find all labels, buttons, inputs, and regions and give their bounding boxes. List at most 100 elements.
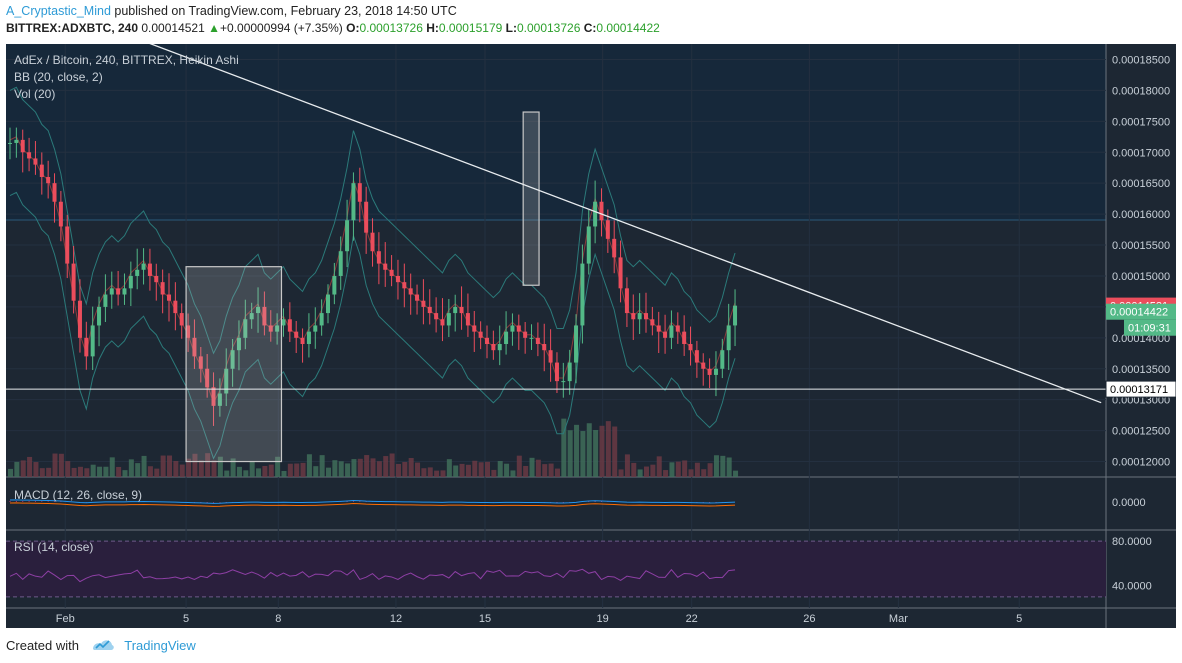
candle-body xyxy=(408,288,413,295)
volume-bar xyxy=(593,429,599,477)
volume-bar xyxy=(478,462,484,477)
volume-bar xyxy=(249,461,255,477)
vol-legend: Vol (20) xyxy=(14,87,55,101)
candle-body xyxy=(618,257,623,289)
volume-bar xyxy=(701,469,707,477)
volume-bar xyxy=(300,462,306,477)
volume-bar xyxy=(135,463,141,477)
candle-body xyxy=(586,226,591,264)
rsi-legend: RSI (14, close) xyxy=(14,540,93,554)
volume-bar xyxy=(688,469,694,477)
annotation-boxes[interactable] xyxy=(185,111,540,463)
created-with-label: Created with xyxy=(6,638,79,653)
volume-bar xyxy=(14,461,20,477)
candle-body xyxy=(345,220,350,252)
time-tick-label: 5 xyxy=(183,613,189,625)
candle-body xyxy=(338,251,343,276)
candle-body xyxy=(516,325,521,332)
candle-body xyxy=(268,325,273,332)
volume-bar xyxy=(357,458,363,477)
descending-trendline xyxy=(142,40,1102,404)
volume-bar xyxy=(415,462,421,477)
candle-body xyxy=(383,263,388,270)
author-link[interactable]: A_Cryptastic_Mind xyxy=(6,4,111,18)
volume-bar xyxy=(624,454,630,477)
last-price: 0.00014521 xyxy=(141,21,205,35)
volume-bar xyxy=(618,469,624,477)
candle-body xyxy=(561,381,566,383)
price-chart-svg[interactable]: 0.00018500 0.00018000 0.00017500 0.00017000… xyxy=(6,40,1177,628)
candle-body xyxy=(370,232,375,252)
volume-bar xyxy=(535,459,541,477)
candle-body xyxy=(230,350,235,369)
volume-bar xyxy=(669,462,675,477)
volume-bar xyxy=(306,454,312,477)
publish-line: A_Cryptastic_Mind published on TradingVi… xyxy=(6,4,457,18)
candle-body xyxy=(52,183,57,202)
candle-body xyxy=(275,325,280,332)
volume-bar xyxy=(39,468,45,477)
candle-body xyxy=(682,331,687,345)
volume-bar xyxy=(8,468,13,477)
rsi-tick-label: 80.0000 xyxy=(1112,536,1152,548)
volume-bar xyxy=(186,458,192,477)
volume-bar xyxy=(52,453,58,477)
candle-body xyxy=(243,319,248,338)
volume-bar xyxy=(77,466,83,477)
volume-bar xyxy=(554,468,560,477)
candle-body xyxy=(109,288,114,295)
candle-body xyxy=(249,313,254,320)
volume-bar xyxy=(395,463,401,477)
volume-bar xyxy=(351,459,357,477)
time-tick-label: 26 xyxy=(803,613,815,625)
macd-tick-label: 0.0000 xyxy=(1112,497,1146,509)
chart-container[interactable]: 0.00018500 0.00018000 0.00017500 0.00017000… xyxy=(6,40,1177,628)
candle-body xyxy=(313,325,318,332)
volume-bar xyxy=(675,461,681,477)
volume-bar xyxy=(453,465,459,477)
candle-body xyxy=(472,325,477,332)
candle-body xyxy=(141,263,146,270)
candle-body xyxy=(554,362,559,382)
candle-body xyxy=(33,158,38,165)
candle-body xyxy=(8,142,12,144)
bb-upper-band xyxy=(9,86,736,355)
low-value: 0.00013726 xyxy=(516,21,581,35)
candle-body xyxy=(421,300,426,307)
candle-body xyxy=(459,306,464,314)
candle-body xyxy=(663,331,668,338)
volume-bar xyxy=(236,466,242,477)
tradingview-link[interactable]: TradingView xyxy=(124,638,196,653)
candle-body xyxy=(77,300,82,338)
price-tick-label: 0.00012500 xyxy=(1112,426,1170,438)
volume-bar xyxy=(644,466,649,477)
volume-bar xyxy=(612,426,618,477)
candle-body xyxy=(217,393,222,406)
drawing-lines[interactable] xyxy=(6,40,1106,404)
volume-bar xyxy=(294,463,300,477)
candle-body xyxy=(147,263,152,276)
candle-body xyxy=(402,282,407,289)
candle-body xyxy=(224,368,229,394)
candle-body xyxy=(720,350,725,369)
price-tick-label: 0.00013500 xyxy=(1112,364,1170,376)
volume-bar xyxy=(275,456,281,477)
time-tick-label: 19 xyxy=(597,613,609,625)
signal-line xyxy=(9,502,736,507)
volume-bar xyxy=(427,467,433,477)
candle-body xyxy=(529,337,534,339)
volume-bar xyxy=(459,463,465,477)
candle-body xyxy=(294,331,299,338)
volume-bar xyxy=(33,462,39,477)
volume-bar xyxy=(733,470,739,477)
volume-bar xyxy=(580,431,586,477)
candle-body xyxy=(116,288,121,295)
candle-body xyxy=(39,164,44,177)
volume-bar xyxy=(383,456,389,477)
volume-bar xyxy=(20,460,26,477)
volume-bar xyxy=(650,464,656,477)
volume-bar xyxy=(605,421,611,477)
candle-body xyxy=(567,362,572,382)
macd-line xyxy=(9,499,736,504)
candle-body xyxy=(364,201,369,233)
